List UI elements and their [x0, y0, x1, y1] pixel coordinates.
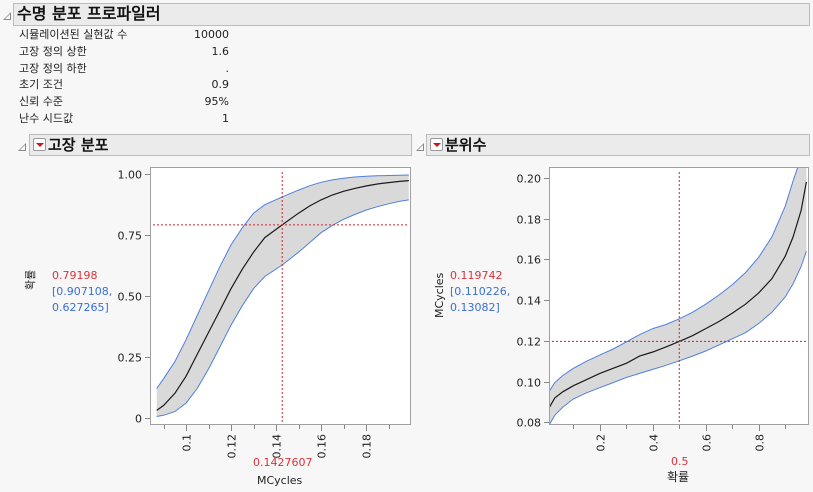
- failure-panel-menu-icon[interactable]: [33, 138, 46, 151]
- failure-x-axis-title: MCycles: [257, 474, 303, 487]
- failure-ci-band: [156, 175, 409, 417]
- y-tick-label: 0.10: [517, 377, 542, 390]
- failure-y-axis-title: 확률: [24, 269, 37, 290]
- quantile-y-readout: 0.119742 [0.110226, 0.13082]: [450, 268, 510, 316]
- quantile-y-ci-lower: 0.13082]: [450, 301, 500, 314]
- failure-panel-title: 고장 분포: [48, 136, 109, 154]
- info-value: 1: [222, 111, 229, 125]
- y-tick-label: 0.25: [118, 352, 143, 365]
- quantile-panel-collapse-icon[interactable]: [416, 143, 424, 151]
- failure-y-value[interactable]: 0.79198: [52, 269, 98, 282]
- x-tick-label: 0.8: [754, 434, 767, 452]
- info-row: 고장 정의 상한 1.6: [19, 44, 229, 61]
- quantile-panel-menu-icon[interactable]: [430, 138, 443, 151]
- failure-y-ci-upper: [0.907108,: [52, 285, 113, 298]
- info-label: 시뮬레이션된 실현값 수: [19, 28, 128, 41]
- x-tick-label: 0.14: [271, 434, 284, 459]
- x-tick-label: 0.6: [701, 434, 714, 452]
- x-tick-label: 0.18: [361, 434, 374, 459]
- failure-y-readout: 0.79198 [0.907108, 0.627265]: [52, 268, 112, 316]
- failure-x-readout[interactable]: 0.1427607: [253, 456, 313, 469]
- info-label: 난수 시드값: [19, 111, 74, 125]
- y-tick-label: 0.08: [517, 417, 542, 430]
- info-value: 1.6: [211, 44, 230, 58]
- quantile-upper-ci-line: [549, 167, 799, 392]
- quantile-y-ci-upper: [0.110226,: [450, 285, 511, 298]
- info-row: 신뢰 수준 95%: [19, 94, 229, 111]
- x-tick-label: 0.12: [226, 434, 239, 459]
- info-value: 10000: [194, 28, 229, 41]
- quantile-plot-frame: [549, 167, 809, 425]
- info-row: 시뮬레이션된 실현값 수 10000: [19, 27, 229, 44]
- report-title: 수명 분포 프로파일러: [17, 4, 161, 23]
- report-header: 수명 분포 프로파일러: [13, 3, 810, 26]
- info-table: 시뮬레이션된 실현값 수 10000 고장 정의 상한 1.6 고장 정의 하한. 초기 …: [19, 27, 229, 128]
- info-value: .: [225, 61, 230, 75]
- quantile-panel-header: 분위수: [426, 134, 810, 156]
- y-tick-label: 0: [135, 413, 142, 426]
- info-row: 난수 시드값 1: [19, 111, 229, 128]
- failure-plot-frame: [150, 167, 411, 425]
- y-tick-label: 0.75: [118, 230, 143, 243]
- quantile-x-axis-title: 확률: [667, 470, 690, 484]
- y-tick-label: 1.00: [118, 169, 143, 182]
- quantile-x-readout[interactable]: 0.5: [671, 455, 689, 468]
- quantile-y-axis-title: MCycles: [433, 272, 446, 318]
- quantile-ci-band: [549, 167, 807, 425]
- quantile-panel-title: 분위수: [445, 136, 487, 154]
- info-label: 고장 정의 하한: [19, 61, 87, 75]
- quantile-chart: 0.08 0.10 0.12 0.14 0.16 0.18 0.20 0.2 0.4 0.6 0.8: [517, 167, 809, 452]
- failure-panel-collapse-icon[interactable]: [18, 143, 26, 151]
- failure-panel-header: 고장 분포: [29, 134, 412, 156]
- y-tick-label: 0.50: [118, 291, 143, 304]
- y-tick-label: 0.12: [517, 336, 542, 349]
- failure-chart: 0 0.25 0.50 0.75 1.00 0.1 0.12 0.14 0.16 0.18: [118, 167, 411, 459]
- quantile-y-value[interactable]: 0.119742: [450, 269, 503, 282]
- x-tick-label: 0.2: [595, 434, 608, 452]
- y-tick-label: 0.16: [517, 254, 542, 267]
- info-label: 초기 조건: [19, 78, 63, 92]
- y-tick-label: 0.20: [517, 173, 542, 186]
- info-label: 고장 정의 상한: [19, 44, 87, 58]
- info-label: 신뢰 수준: [19, 95, 63, 109]
- info-value: 95%: [204, 95, 229, 109]
- info-row: 초기 조건 0.9: [19, 77, 229, 94]
- failure-y-ci-lower: 0.627265]: [52, 301, 109, 314]
- y-tick-label: 0.18: [517, 214, 542, 227]
- x-tick-label: 0.16: [316, 434, 329, 459]
- info-value: 0.9: [211, 78, 230, 92]
- report-collapse-icon[interactable]: [3, 12, 11, 20]
- x-tick-label: 0.4: [648, 434, 661, 452]
- x-tick-label: 0.1: [181, 434, 194, 452]
- y-tick-label: 0.14: [517, 295, 542, 308]
- info-row: 고장 정의 하한.: [19, 61, 229, 78]
